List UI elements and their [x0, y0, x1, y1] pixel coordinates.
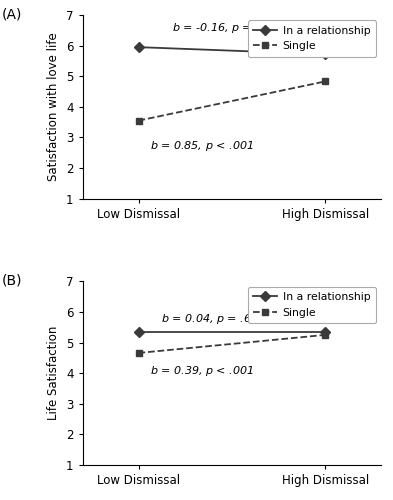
Y-axis label: Satisfaction with love life: Satisfaction with love life: [48, 32, 61, 181]
Y-axis label: Life Satisfaction: Life Satisfaction: [48, 326, 61, 420]
Text: $b$ = 0.85, $p$ < .001: $b$ = 0.85, $p$ < .001: [150, 139, 253, 153]
Text: (A): (A): [2, 8, 22, 22]
Text: $b$ = 0.04, $p$ = .651: $b$ = 0.04, $p$ = .651: [161, 312, 265, 326]
Text: (B): (B): [2, 274, 22, 288]
Text: $b$ = -0.16, $p$ = .069: $b$ = -0.16, $p$ = .069: [172, 21, 281, 35]
Legend: In a relationship, Single: In a relationship, Single: [248, 20, 376, 57]
Legend: In a relationship, Single: In a relationship, Single: [248, 286, 376, 323]
Text: $b$ = 0.39, $p$ < .001: $b$ = 0.39, $p$ < .001: [150, 364, 253, 378]
